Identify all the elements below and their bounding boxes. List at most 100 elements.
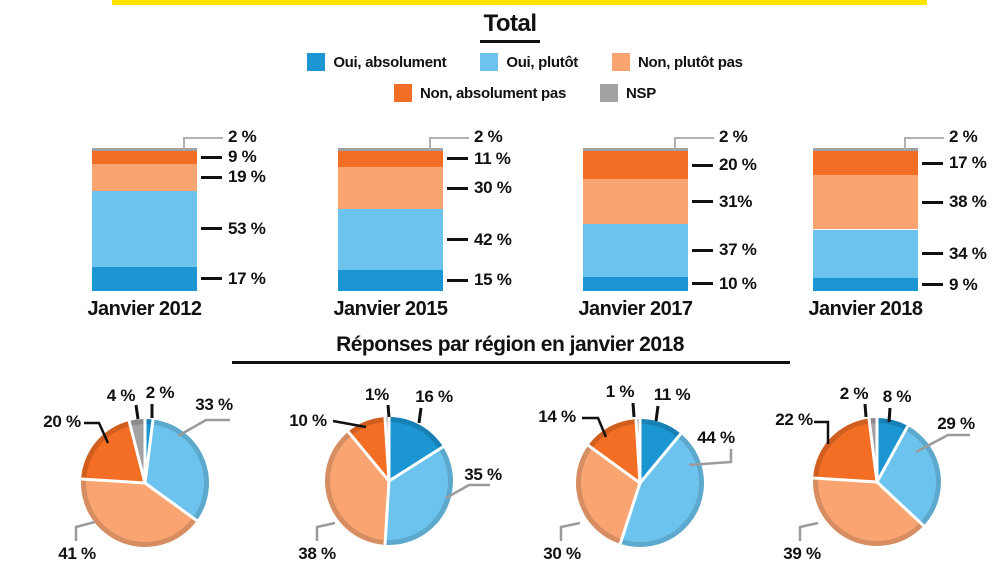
month-label: Janvier 2015 <box>333 298 448 320</box>
legend-swatch-icon <box>307 53 326 71</box>
bar-segment <box>583 276 688 291</box>
bar-tick <box>922 200 943 204</box>
leader-line <box>183 137 223 150</box>
pie-value-label: 29 % <box>937 414 975 433</box>
bar-value-label: 15 % <box>474 270 512 290</box>
pie-leader-line <box>445 483 490 500</box>
legend: Oui, absolument Oui, plutôt Non, plutôt pa… <box>25 53 1000 115</box>
bar-tick <box>692 163 713 167</box>
bar-value-label: 37 % <box>719 240 757 260</box>
pie-slice-separator <box>347 430 391 482</box>
pie-leader-line <box>863 403 868 418</box>
pie-value-label: 4 % <box>107 386 136 405</box>
pie-slice-separator <box>383 480 391 545</box>
legend-item-label: Non, plutôt pas <box>638 53 743 71</box>
bar-value-label: 2 % <box>949 127 978 146</box>
bar-tick <box>692 200 713 204</box>
bar-segment <box>583 223 688 277</box>
pie-slice <box>581 448 640 540</box>
bar-group: 2 % 17 % 38 % 34 % 9 % Janvier 2018 <box>808 127 1000 320</box>
leader-line <box>674 137 714 150</box>
pie-leader-line <box>417 407 423 424</box>
bar-value-label: 38 % <box>949 192 987 212</box>
pie-value-label: 33 % <box>195 395 233 414</box>
pie-slice-separator <box>875 480 925 527</box>
pie-value-label: 44 % <box>697 428 735 447</box>
bar-tick <box>201 277 222 281</box>
pie-slice <box>145 424 204 518</box>
legend-row: Oui, absolument Oui, plutôt Non, plutôt pa… <box>25 53 1000 71</box>
main-title: Total <box>0 10 1000 43</box>
bar-value-label: 10 % <box>719 273 757 293</box>
bar-tick <box>201 227 222 231</box>
pie-chart-region-2: 16 % 35 % 38 % 10 % 1% <box>289 385 502 562</box>
pie-leader-line <box>84 421 110 444</box>
pie-slice-separator <box>587 444 641 485</box>
bar-segment <box>92 266 197 291</box>
pie-value-label: 1 % <box>606 382 635 401</box>
pie-slice <box>330 435 389 540</box>
bar-value-label: 2 % <box>228 127 257 146</box>
bar-segment <box>813 175 918 230</box>
pie-slice-separator <box>638 432 682 484</box>
pie-slice <box>86 479 193 542</box>
bar-value-label: 17 % <box>949 153 987 172</box>
pie-slice <box>818 423 877 482</box>
bar-group: 2 % 9 % 19 % 53 % 17 % Janvier 2012 <box>87 127 332 320</box>
pie-leader-line <box>814 420 830 444</box>
month-label: Janvier 2018 <box>808 298 923 320</box>
pie-slice-separator <box>867 418 879 483</box>
pie-slice-separator <box>143 419 155 484</box>
bar-value-label: 2 % <box>719 127 748 146</box>
bar-segment <box>813 150 918 176</box>
bar-group: 2 % 20 % 31% 37 % 10 % Janvier 2017 <box>578 127 823 320</box>
legend-swatch-icon <box>394 84 413 102</box>
legend-swatch-icon <box>612 53 631 71</box>
bar-segment <box>583 179 688 224</box>
bar-value-label: 9 % <box>228 147 257 167</box>
pie-value-label: 41 % <box>58 544 96 562</box>
legend-swatch-icon <box>480 53 499 71</box>
pie-value-label: 2 % <box>146 383 175 402</box>
pie-chart-region-4: 8 % 29 % 39 % 22 % 2 % <box>775 384 975 562</box>
pie-value-label: 10 % <box>289 411 327 430</box>
legend-swatch-icon <box>600 84 619 102</box>
bar-value-label: 19 % <box>228 167 266 187</box>
pie-leader-line <box>631 402 636 418</box>
bar-value-label: 11 % <box>474 148 511 168</box>
bar-value-label: 42 % <box>474 229 512 249</box>
bar-segment <box>338 148 443 151</box>
pie-value-label: 20 % <box>43 412 81 431</box>
pie-slice-separator <box>144 481 198 522</box>
pie-chart-region-1: 2 % 33 % 41 % 20 % 4 % <box>43 383 233 562</box>
pie-value-label: 30 % <box>543 544 581 562</box>
bar-tick <box>922 283 943 287</box>
bar-tick <box>922 161 943 165</box>
bar-tick <box>201 175 222 179</box>
month-label: Janvier 2012 <box>87 298 202 320</box>
bar-segment <box>338 209 443 270</box>
pie-slice-separator <box>388 445 444 483</box>
legend-item-label: NSP <box>626 84 656 102</box>
bar-group: 2 % 11 % 30 % 42 % 15 % Janvier 2015 <box>333 127 578 320</box>
bar-value-label: 9 % <box>949 274 978 294</box>
pie-leader-line <box>386 404 391 418</box>
bar-value-label: 34 % <box>949 243 987 263</box>
pie-slice <box>351 422 389 481</box>
main-title-text: Total <box>480 10 540 43</box>
bar-segment <box>92 163 197 191</box>
legend-item: Non, plutôt pas <box>612 53 743 71</box>
bar-value-label: 2 % <box>474 127 503 146</box>
legend-item: Non, absolument pas <box>394 84 566 102</box>
bar-tick <box>692 248 713 252</box>
pie-leader-line <box>134 404 140 420</box>
pie-slice-separator <box>634 419 642 484</box>
pie-value-label: 16 % <box>415 387 453 406</box>
bar-tick <box>447 278 468 282</box>
top-accent-bar <box>112 0 927 5</box>
pie-section-title: Réponses par région en janvier 2018 <box>336 333 684 356</box>
pie-slice <box>877 430 936 523</box>
legend-item-label: Non, absolument pas <box>420 84 567 102</box>
legend-item: Oui, plutôt <box>480 53 578 71</box>
